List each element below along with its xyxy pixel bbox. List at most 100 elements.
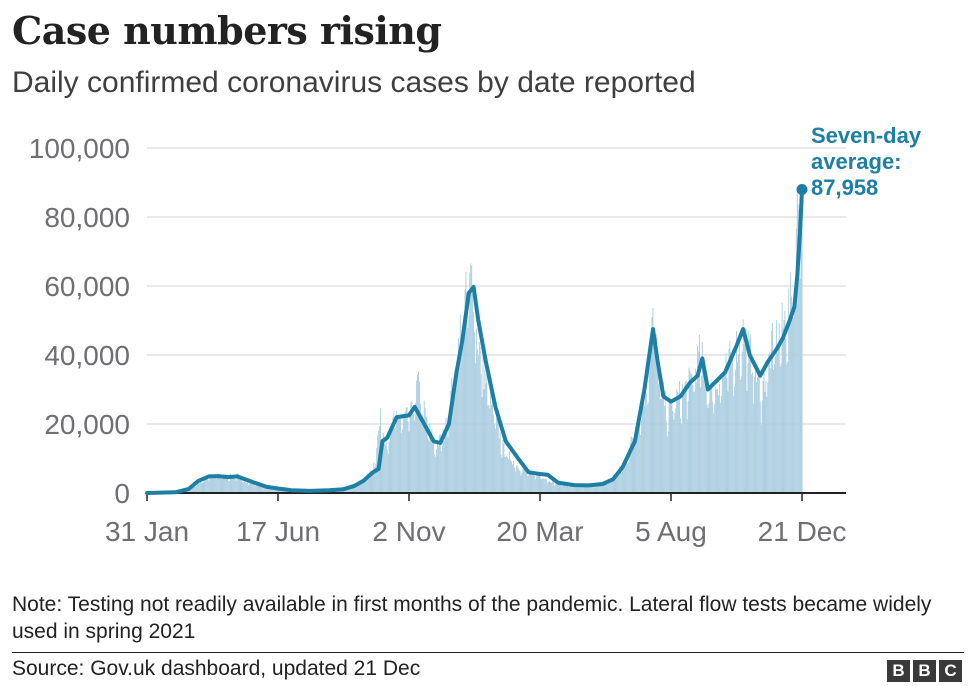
daily-bar [670, 400, 672, 493]
daily-bar [250, 482, 252, 493]
daily-bar [501, 457, 503, 493]
daily-bar [276, 489, 278, 493]
daily-bar [677, 391, 679, 493]
chart-title: Case numbers rising [12, 8, 442, 53]
daily-bar [549, 481, 550, 493]
daily-bar [427, 437, 429, 493]
daily-bar [565, 485, 567, 493]
daily-bar [269, 488, 271, 493]
daily-bar [766, 396, 768, 493]
daily-bar [356, 483, 358, 493]
daily-bar [273, 488, 275, 493]
daily-bar [695, 368, 697, 493]
daily-bar [637, 431, 639, 493]
daily-bar [396, 410, 398, 493]
daily-bar [792, 309, 793, 493]
daily-bar [270, 487, 272, 493]
daily-bar [385, 440, 387, 493]
daily-bar [489, 408, 491, 493]
daily-bar [282, 490, 284, 493]
bbc-logo-letter: B [887, 660, 910, 682]
daily-bar [739, 379, 741, 493]
footnote: Note: Testing not readily available in f… [12, 593, 932, 643]
axes [146, 492, 846, 501]
daily-bar [789, 314, 791, 493]
daily-bar [775, 319, 777, 493]
daily-bar [607, 483, 609, 493]
daily-bar [718, 395, 719, 493]
daily-bar [563, 484, 565, 493]
daily-bar [448, 427, 450, 493]
daily-bar [801, 194, 803, 493]
daily-bar [620, 472, 622, 493]
daily-bar [719, 402, 721, 493]
daily-bar [246, 483, 248, 493]
daily-bar [341, 490, 343, 493]
daily-bar [774, 364, 775, 493]
daily-bar [418, 381, 420, 493]
daily-bar [488, 405, 490, 493]
daily-bar [374, 467, 376, 493]
daily-bar [525, 470, 527, 493]
daily-bar [715, 387, 717, 493]
daily-bar [742, 319, 744, 493]
daily-bar [633, 448, 635, 493]
daily-bar [482, 351, 484, 493]
daily-bar [496, 417, 498, 493]
daily-bar [676, 389, 678, 493]
daily-bar [358, 483, 360, 493]
daily-bar [215, 479, 217, 493]
daily-bar [532, 472, 534, 493]
daily-bar [643, 399, 644, 493]
daily-bar [614, 477, 616, 493]
daily-bar [760, 424, 762, 493]
daily-bar [518, 470, 520, 493]
daily-bar [748, 330, 750, 493]
daily-bar [225, 474, 227, 493]
daily-bar [517, 468, 519, 493]
daily-bar [548, 481, 549, 493]
daily-bar [669, 397, 671, 493]
daily-bar [491, 404, 493, 493]
daily-bar [228, 481, 230, 493]
daily-bar [443, 441, 445, 493]
x-tick-label: 31 Jan [105, 516, 189, 547]
daily-bar [353, 485, 355, 493]
daily-bar [608, 480, 610, 493]
daily-bar [362, 478, 364, 493]
daily-bar [580, 486, 582, 493]
daily-bar [700, 375, 702, 493]
daily-bar [202, 482, 204, 493]
daily-bar [526, 469, 528, 493]
daily-bar [613, 478, 615, 493]
daily-bar [635, 436, 637, 493]
daily-bar [557, 482, 559, 493]
daily-bar [251, 483, 253, 493]
daily-bar [745, 328, 747, 493]
daily-bar [587, 487, 589, 493]
daily-bar [759, 402, 761, 493]
daily-bar [749, 339, 751, 493]
daily-bar [661, 398, 662, 493]
daily-bar [230, 473, 231, 493]
daily-bar [198, 483, 200, 493]
daily-bar [422, 417, 424, 493]
daily-bar [206, 478, 208, 493]
daily-bar [615, 474, 617, 493]
daily-bar [256, 485, 258, 493]
daily-bar [643, 406, 645, 493]
y-tick-label: 100,000 [29, 133, 130, 164]
daily-bar [575, 484, 577, 493]
y-tick-label: 20,000 [44, 409, 130, 440]
daily-bar [737, 354, 739, 493]
daily-bar [645, 393, 647, 493]
daily-bar [660, 398, 662, 493]
daily-bar [229, 481, 231, 493]
daily-bar [718, 383, 720, 493]
daily-bar [772, 323, 774, 493]
daily-bar [701, 342, 703, 493]
daily-bar [516, 465, 518, 493]
daily-bar [238, 474, 240, 493]
daily-bar [190, 487, 192, 493]
daily-bar [728, 349, 730, 493]
